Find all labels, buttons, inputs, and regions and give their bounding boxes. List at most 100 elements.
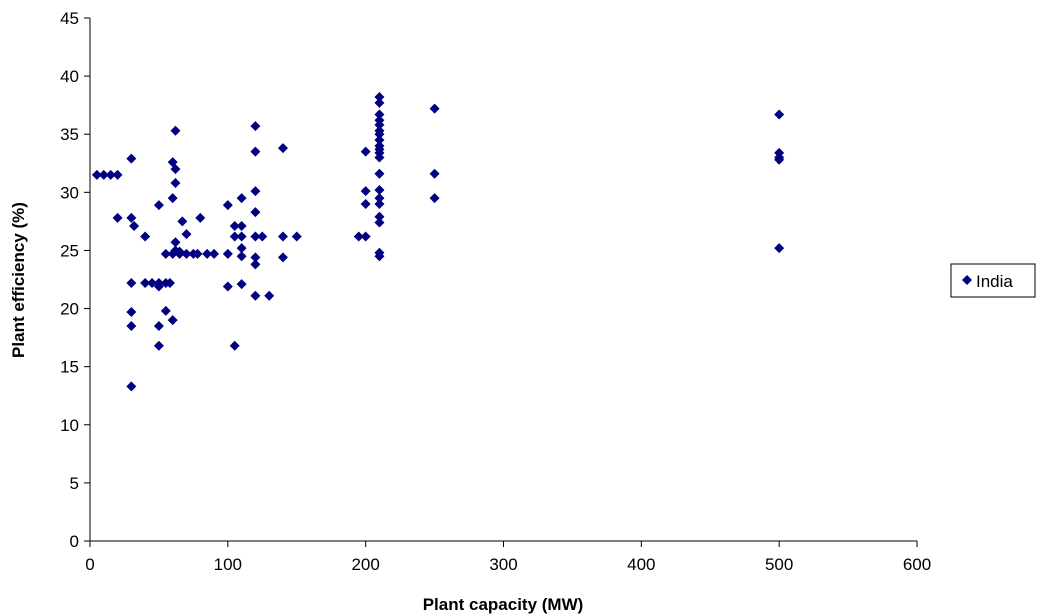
data-point (153, 200, 164, 211)
data-point (374, 251, 385, 262)
data-point (164, 277, 175, 288)
data-point (236, 231, 247, 242)
data-point (374, 217, 385, 228)
x-tick-label: 0 (85, 555, 94, 574)
data-point (277, 252, 288, 263)
data-point (250, 252, 261, 263)
data-point (774, 109, 785, 120)
data-point (236, 243, 247, 254)
data-point (374, 211, 385, 222)
data-point (167, 193, 178, 204)
data-point (257, 231, 268, 242)
x-tick-label: 200 (351, 555, 379, 574)
x-tick-label: 500 (765, 555, 793, 574)
y-tick-label: 25 (60, 241, 79, 260)
data-point (129, 221, 140, 232)
data-point (181, 229, 192, 240)
data-point (167, 315, 178, 326)
data-point (195, 212, 206, 223)
data-point (429, 168, 440, 179)
legend-marker-icon (962, 275, 972, 285)
data-point (222, 248, 233, 259)
legend-label: India (976, 272, 1013, 291)
data-point (160, 248, 171, 259)
y-axis-title: Plant efficiency (%) (9, 202, 28, 358)
data-point (374, 119, 385, 130)
data-point (250, 290, 261, 301)
data-point (360, 146, 371, 157)
y-tick-label: 30 (60, 183, 79, 202)
data-point (170, 125, 181, 136)
data-point (250, 231, 261, 242)
data-point (264, 290, 275, 301)
data-point (153, 340, 164, 351)
data-point (429, 103, 440, 114)
data-point (153, 320, 164, 331)
data-point (374, 135, 385, 146)
data-point (160, 305, 171, 316)
plot-area (90, 18, 917, 541)
y-tick-label: 10 (60, 416, 79, 435)
data-point (153, 281, 164, 292)
data-point (250, 207, 261, 218)
data-point (170, 164, 181, 175)
data-point (374, 129, 385, 140)
data-point (374, 198, 385, 209)
data-point (236, 193, 247, 204)
y-tick-label: 5 (70, 474, 79, 493)
data-point (126, 307, 137, 318)
data-point (192, 248, 203, 259)
y-tick-label: 0 (70, 532, 79, 551)
x-tick-label: 300 (489, 555, 517, 574)
y-tick-label: 20 (60, 300, 79, 319)
data-point (126, 277, 137, 288)
data-point (126, 381, 137, 392)
data-point (222, 281, 233, 292)
data-point (277, 231, 288, 242)
data-point (177, 216, 188, 227)
data-point (360, 231, 371, 242)
data-point (374, 92, 385, 103)
data-point (374, 109, 385, 120)
data-point (181, 248, 192, 259)
data-point (170, 178, 181, 189)
data-point (140, 277, 151, 288)
data-point (229, 340, 240, 351)
data-point (229, 231, 240, 242)
data-point (98, 169, 109, 180)
data-point (374, 97, 385, 108)
data-point (229, 221, 240, 232)
data-point (360, 198, 371, 209)
data-point (374, 152, 385, 163)
data-point (147, 277, 158, 288)
y-tick-label: 15 (60, 358, 79, 377)
legend: India (950, 263, 1036, 298)
y-tick-label: 40 (60, 67, 79, 86)
x-tick-label: 600 (903, 555, 931, 574)
data-point (170, 237, 181, 248)
data-point (360, 186, 371, 197)
data-points (91, 92, 785, 392)
data-point (429, 193, 440, 204)
data-point (112, 169, 123, 180)
data-point (126, 320, 137, 331)
data-point (222, 200, 233, 211)
data-point (250, 186, 261, 197)
data-point (91, 169, 102, 180)
x-tick-label: 100 (214, 555, 242, 574)
x-axis-title: Plant capacity (MW) (423, 595, 584, 614)
data-point (291, 231, 302, 242)
data-point (250, 259, 261, 270)
data-point (250, 121, 261, 132)
data-point (250, 146, 261, 157)
y-tick-label: 45 (60, 9, 79, 28)
y-tick-label: 35 (60, 125, 79, 144)
data-point (126, 212, 137, 223)
data-point (105, 169, 116, 180)
data-point (353, 231, 364, 242)
data-point (774, 243, 785, 254)
data-point (374, 193, 385, 204)
data-point (374, 168, 385, 179)
x-axis-ticks: 0 100 200 300 400 500 600 (85, 541, 931, 574)
